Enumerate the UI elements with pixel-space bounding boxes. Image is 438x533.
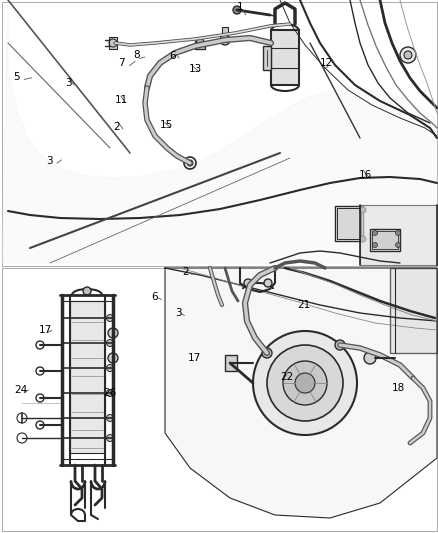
- Circle shape: [395, 230, 399, 236]
- Circle shape: [219, 35, 230, 45]
- Circle shape: [106, 415, 113, 422]
- Text: 26: 26: [103, 389, 116, 398]
- Circle shape: [261, 348, 272, 358]
- Bar: [334, 206, 362, 241]
- Text: 3: 3: [65, 78, 71, 87]
- Circle shape: [399, 47, 415, 63]
- Text: 21: 21: [297, 300, 310, 310]
- Bar: [222, 27, 227, 35]
- Bar: [270, 30, 298, 85]
- Text: 3: 3: [174, 309, 181, 318]
- Text: 12: 12: [319, 58, 332, 68]
- Text: 6: 6: [169, 51, 175, 61]
- Polygon shape: [165, 268, 436, 518]
- Circle shape: [106, 340, 113, 346]
- Text: 2: 2: [113, 122, 120, 132]
- Circle shape: [106, 390, 113, 397]
- Circle shape: [395, 243, 399, 247]
- Bar: [359, 205, 436, 265]
- Circle shape: [334, 340, 344, 350]
- Circle shape: [359, 207, 365, 213]
- Circle shape: [363, 352, 375, 364]
- Bar: [389, 268, 436, 353]
- Text: 2: 2: [182, 268, 188, 277]
- Circle shape: [266, 345, 342, 421]
- Text: 1: 1: [237, 3, 243, 12]
- Text: 6: 6: [151, 293, 158, 302]
- Text: 13: 13: [188, 64, 201, 74]
- Bar: [225, 355, 237, 371]
- Circle shape: [187, 160, 193, 166]
- Bar: [336, 208, 360, 239]
- Text: 7: 7: [117, 58, 124, 68]
- Circle shape: [359, 236, 365, 242]
- Circle shape: [244, 279, 251, 287]
- Bar: [371, 231, 397, 249]
- Text: 16: 16: [358, 170, 371, 180]
- Text: 24: 24: [14, 385, 27, 395]
- Text: 11: 11: [115, 95, 128, 105]
- Text: 8: 8: [133, 50, 139, 60]
- Circle shape: [108, 328, 118, 338]
- Circle shape: [403, 51, 411, 59]
- Circle shape: [372, 230, 377, 236]
- Circle shape: [108, 353, 118, 363]
- Circle shape: [106, 314, 113, 321]
- Bar: [2, 2, 436, 266]
- Text: 18: 18: [391, 383, 404, 393]
- Bar: [262, 46, 270, 70]
- Circle shape: [252, 331, 356, 435]
- Circle shape: [283, 361, 326, 405]
- Circle shape: [106, 365, 113, 372]
- Text: 15: 15: [160, 120, 173, 130]
- Text: 17: 17: [39, 326, 52, 335]
- Bar: [369, 229, 399, 251]
- Circle shape: [83, 287, 91, 295]
- Circle shape: [106, 434, 113, 441]
- Circle shape: [263, 279, 272, 287]
- Bar: [194, 41, 205, 49]
- Circle shape: [372, 243, 377, 247]
- Bar: [2, 268, 436, 531]
- Text: 5: 5: [13, 72, 20, 82]
- Text: 3: 3: [46, 156, 53, 166]
- Circle shape: [196, 37, 203, 44]
- Circle shape: [294, 373, 314, 393]
- Bar: [70, 301, 105, 453]
- Polygon shape: [2, 0, 436, 263]
- Text: 17: 17: [187, 353, 201, 363]
- Text: 22: 22: [279, 373, 293, 382]
- Circle shape: [233, 6, 240, 14]
- Bar: [109, 37, 117, 49]
